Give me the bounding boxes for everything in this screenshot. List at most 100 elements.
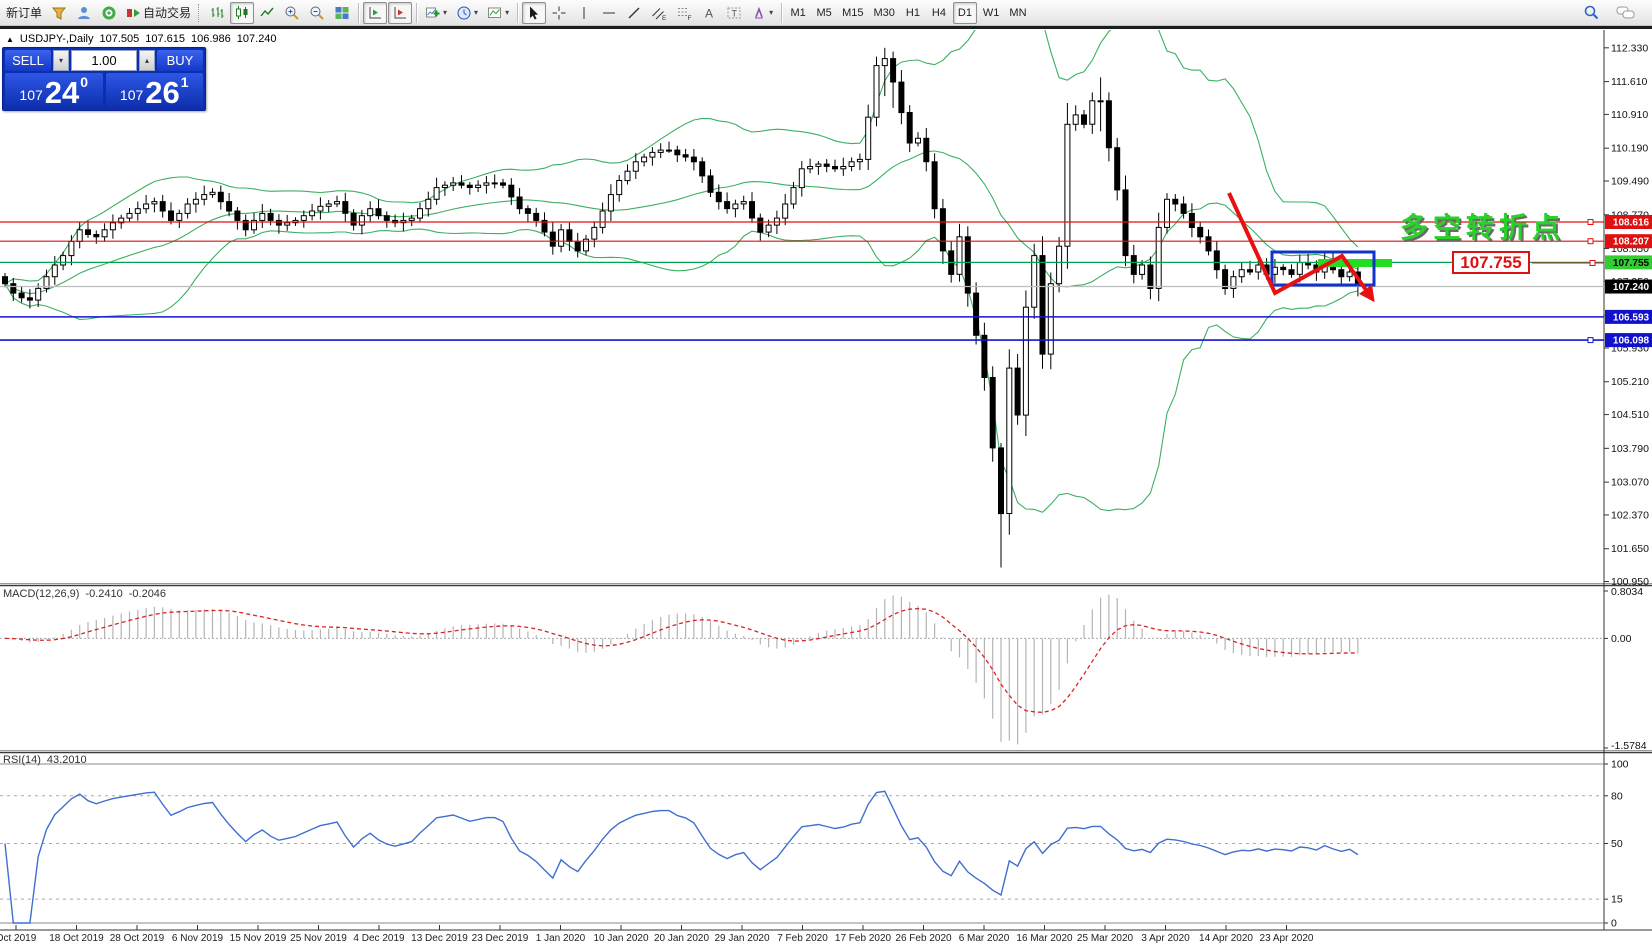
timeframe-h4[interactable]: H4	[931, 6, 946, 19]
fibonacci-button[interactable]: F	[672, 2, 696, 24]
svg-text:103.790: 103.790	[1611, 443, 1649, 455]
text-button[interactable]: A	[697, 2, 721, 24]
svg-text:16 Mar 2020: 16 Mar 2020	[1016, 933, 1073, 944]
vertical-line-button[interactable]	[572, 2, 596, 24]
text-label-button[interactable]: T	[722, 2, 746, 24]
arrows-button[interactable]: ▾	[747, 2, 777, 24]
chart-ohlc-header: ▲ USDJPY-,Daily 107.505 107.615 106.986 …	[6, 33, 277, 45]
svg-text:14 Apr 2020: 14 Apr 2020	[1199, 933, 1253, 944]
rsi-indicator-label: RSI(14) 43.2010	[3, 754, 87, 766]
rsi-name: RSI(14)	[3, 754, 41, 766]
chevron-down-icon: ▾	[769, 8, 774, 17]
signals-button[interactable]	[97, 2, 121, 24]
community-button[interactable]	[72, 2, 96, 24]
arrows-icon	[755, 6, 764, 18]
svg-text:Oct 2019: Oct 2019	[0, 933, 37, 944]
clock-icon	[457, 6, 471, 19]
timeframe-mn[interactable]: MN	[1009, 6, 1027, 19]
svg-text:103.070: 103.070	[1611, 477, 1649, 489]
trendline-icon	[628, 7, 640, 18]
timeframe-m15[interactable]: M15	[842, 6, 864, 19]
new-order-button[interactable]: 新订单	[2, 2, 46, 24]
svg-text:28 Oct 2019: 28 Oct 2019	[110, 933, 165, 944]
vertical-line-icon	[583, 6, 585, 19]
new-order-label: 新订单	[6, 6, 43, 20]
text-label-icon: T	[727, 7, 741, 18]
chart-shift-button[interactable]	[388, 1, 413, 24]
turning-point-annotation: 多空转折点	[1400, 212, 1566, 243]
person-icon	[78, 6, 91, 19]
periods-button[interactable]: ▾	[452, 2, 482, 24]
chevron-down-icon: ▾	[474, 8, 479, 17]
svg-text:105.210: 105.210	[1611, 376, 1649, 388]
svg-text:104.510: 104.510	[1611, 409, 1649, 421]
bar-chart-button[interactable]	[205, 2, 229, 24]
timeframe-d1[interactable]: D1	[952, 1, 977, 24]
chevron-down-icon: ▾	[443, 8, 448, 17]
cursor-button[interactable]	[522, 1, 547, 24]
window-divider	[0, 26, 1652, 29]
timeframe-m1[interactable]: M1	[790, 6, 806, 19]
horizontal-line-button[interactable]	[597, 2, 621, 24]
svg-text:112.330: 112.330	[1611, 42, 1648, 54]
volume-input[interactable]	[71, 50, 137, 71]
svg-text:100: 100	[1611, 759, 1629, 771]
buy-price-prefix: 107	[119, 87, 144, 103]
timeframe-m5[interactable]: M5	[816, 6, 832, 19]
svg-text:F: F	[688, 15, 692, 21]
toolbar-right-icons	[1579, 2, 1650, 24]
main-toolbar: 新订单 自动交易 ▾ ▾	[0, 0, 1652, 26]
indicators-button[interactable]: ▾	[421, 2, 451, 24]
templates-button[interactable]: ▾	[483, 2, 513, 24]
search-icon	[1584, 5, 1599, 20]
svg-text:110.190: 110.190	[1611, 143, 1648, 155]
auto-scroll-button[interactable]	[363, 1, 388, 24]
svg-text:6 Mar 2020: 6 Mar 2020	[959, 933, 1010, 944]
auto-trading-button[interactable]: 自动交易	[122, 2, 195, 24]
timeframe-h1[interactable]: H1	[905, 6, 920, 19]
svg-text:107.755: 107.755	[1613, 258, 1650, 269]
svg-text:18 Oct 2019: 18 Oct 2019	[49, 933, 104, 944]
svg-text:A: A	[705, 6, 713, 20]
toolbar-grip	[198, 3, 202, 22]
spinner-up-icon: ▴	[144, 56, 149, 65]
buy-price-button[interactable]: 107 26 1	[105, 73, 203, 108]
zoom-out-button[interactable]	[305, 2, 329, 24]
search-button[interactable]	[1579, 2, 1604, 24]
svg-text:3 Apr 2020: 3 Apr 2020	[1141, 933, 1190, 944]
crosshair-button[interactable]	[547, 2, 571, 24]
line-chart-button[interactable]	[255, 2, 279, 24]
chat-button[interactable]	[1612, 2, 1640, 24]
sell-price-button[interactable]: 107 24 0	[5, 73, 103, 108]
toolbar-separator	[781, 2, 783, 23]
chat-icon	[1616, 6, 1635, 18]
zoom-out-icon	[310, 6, 324, 20]
timeframe-w1[interactable]: W1	[982, 6, 1000, 19]
svg-text:20 Jan 2020: 20 Jan 2020	[654, 933, 709, 944]
symbol-collapse-icon[interactable]: ▲	[6, 34, 14, 44]
volume-down-button[interactable]: ▾	[53, 50, 69, 71]
svg-text:100.950: 100.950	[1611, 576, 1649, 588]
channel-button[interactable]: E	[647, 2, 671, 24]
chart-symbol-title: USDJPY-,Daily	[19, 33, 94, 45]
timeframe-m30[interactable]: M30	[873, 6, 895, 19]
volume-up-button[interactable]: ▴	[139, 50, 155, 71]
tile-windows-button[interactable]	[330, 2, 354, 24]
svg-text:109.490: 109.490	[1611, 176, 1649, 188]
toolbar-separator	[358, 2, 360, 23]
svg-text:25 Mar 2020: 25 Mar 2020	[1077, 933, 1134, 944]
funnel-icon-button[interactable]	[47, 2, 71, 24]
svg-text:-1.5784: -1.5784	[1611, 740, 1647, 752]
svg-text:29 Jan 2020: 29 Jan 2020	[714, 933, 769, 944]
candlestick-chart-button[interactable]	[230, 1, 255, 24]
svg-text:17 Feb 2020: 17 Feb 2020	[835, 933, 892, 944]
sell-button[interactable]: SELL	[5, 50, 51, 71]
trendline-button[interactable]	[622, 2, 646, 24]
cursor-icon	[530, 6, 539, 19]
rsi-value: 43.2010	[46, 754, 87, 766]
zoom-in-button[interactable]	[280, 2, 304, 24]
buy-button[interactable]: BUY	[157, 50, 203, 71]
candlestick-chart-icon	[236, 5, 248, 19]
